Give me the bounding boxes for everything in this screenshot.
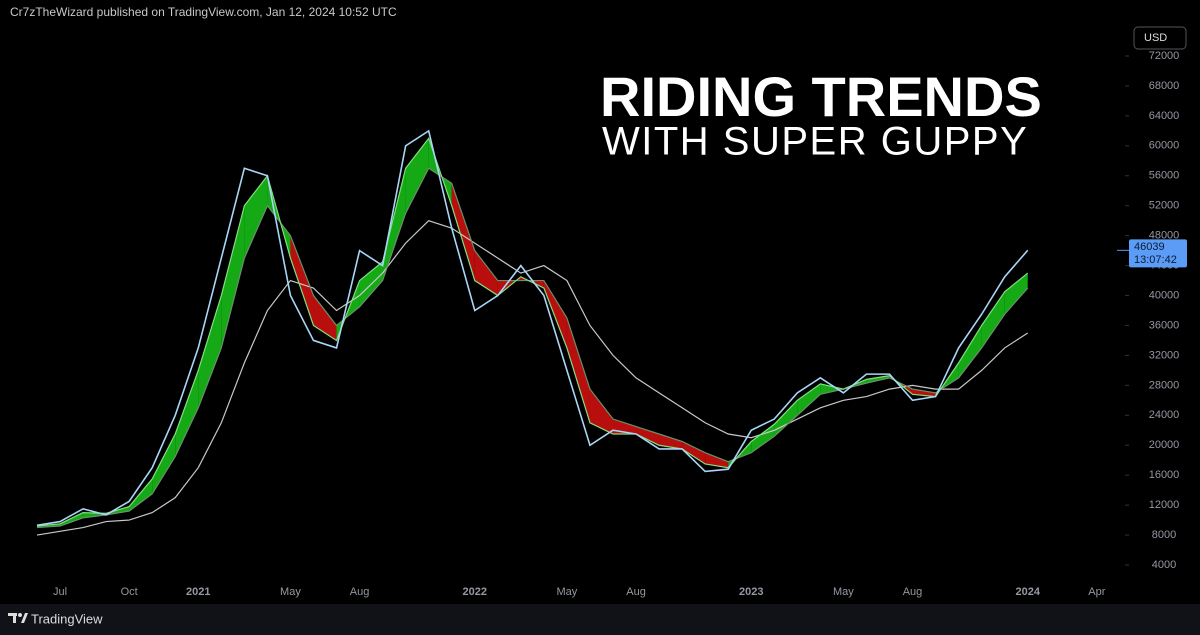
y-tick-label: 48000 (1149, 230, 1180, 242)
ribbon (659, 434, 683, 449)
series-line (36, 129, 1029, 527)
ribbon (981, 291, 1005, 348)
y-tick-label: 8000 (1152, 529, 1176, 541)
ribbon (543, 280, 567, 348)
y-tick-label: 56000 (1149, 170, 1180, 182)
chart-subtitle: WITH SUPER GUPPY (602, 120, 1028, 164)
ribbon (152, 434, 176, 494)
countdown: 13:07:42 (1134, 254, 1177, 266)
x-tick-label: May (557, 586, 578, 598)
ribbon (566, 317, 590, 423)
x-tick-label: Aug (350, 586, 370, 598)
last-price: 46039 (1134, 241, 1165, 253)
y-tick-label: 28000 (1149, 379, 1180, 391)
ribbon (751, 424, 775, 453)
ribbon (313, 295, 337, 341)
ribbon (221, 205, 245, 348)
y-tick-label: 52000 (1149, 200, 1180, 212)
ribbon (290, 235, 314, 326)
x-tick-label: Aug (626, 586, 646, 598)
ribbon (1004, 273, 1028, 315)
x-tick-label: Apr (1088, 586, 1105, 598)
x-tick-label: Jul (53, 586, 67, 598)
y-tick-label: 4000 (1152, 559, 1176, 571)
x-tick-label: Oct (121, 586, 138, 598)
ribbon (797, 383, 821, 416)
ribbon (682, 441, 706, 464)
y-tick-label: 72000 (1149, 50, 1180, 62)
ribbon (613, 419, 637, 435)
x-tick-label: 2023 (739, 586, 763, 598)
brand-logo (8, 613, 28, 623)
ribbon (451, 183, 475, 281)
y-tick-label: 60000 (1149, 140, 1180, 152)
y-tick-label: 64000 (1149, 110, 1180, 122)
chart-title: RIDING TRENDS (600, 65, 1042, 128)
ribbon (636, 426, 660, 446)
header-text: Cr7zTheWizard published on TradingView.c… (10, 5, 397, 19)
ribbon (958, 325, 982, 378)
ribbon (175, 370, 199, 457)
series-line (36, 219, 1029, 536)
y-tick-label: 16000 (1149, 469, 1180, 481)
y-tick-label: 40000 (1149, 289, 1180, 301)
x-tick-label: 2024 (1015, 586, 1040, 598)
ribbon (705, 452, 729, 468)
ribbon (129, 478, 153, 512)
x-tick-label: 2021 (186, 586, 210, 598)
series-line (36, 137, 1029, 527)
ribbon (405, 138, 429, 214)
y-tick-label: 20000 (1149, 439, 1180, 451)
last-price-box (1129, 239, 1187, 268)
ribbon (820, 383, 844, 395)
y-tick-label: 12000 (1149, 499, 1180, 511)
y-tick-label: 32000 (1149, 349, 1180, 361)
x-tick-label: Aug (903, 586, 923, 598)
ribbon (589, 389, 613, 435)
ribbon (382, 168, 406, 281)
footer-bar (0, 604, 1200, 635)
y-tick-label: 68000 (1149, 80, 1180, 92)
currency-box[interactable] (1133, 26, 1187, 50)
ribbon (198, 295, 222, 408)
y-tick-label: 36000 (1149, 319, 1180, 331)
currency: USD (1144, 32, 1167, 44)
y-tick-label: 24000 (1149, 409, 1180, 421)
brand[interactable]: TradingView (31, 611, 103, 626)
ribbon (244, 175, 268, 259)
x-tick-label: May (833, 586, 854, 598)
x-tick-label: May (280, 586, 301, 598)
x-tick-label: 2022 (463, 586, 487, 598)
